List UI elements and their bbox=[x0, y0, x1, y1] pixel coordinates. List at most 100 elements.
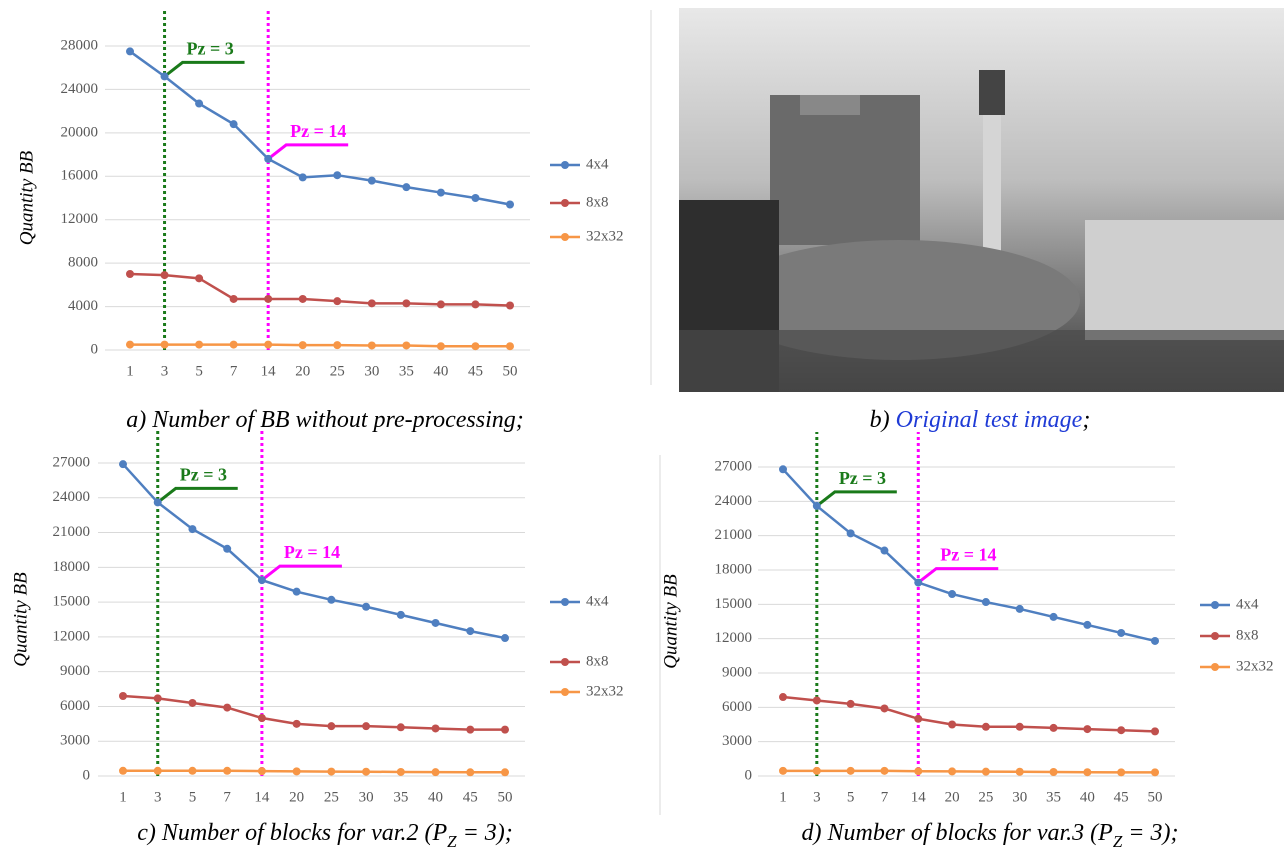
point bbox=[982, 598, 990, 606]
point bbox=[299, 295, 307, 303]
point bbox=[333, 297, 341, 305]
point bbox=[154, 767, 162, 775]
point bbox=[914, 767, 922, 775]
point bbox=[813, 767, 821, 775]
y-tick-label: 27000 bbox=[715, 458, 753, 474]
point bbox=[437, 189, 445, 197]
chart-caption: a) Number of BB without pre-processing; bbox=[126, 407, 524, 433]
point bbox=[1151, 637, 1159, 645]
y-tick-label: 0 bbox=[83, 767, 91, 783]
caption-suffix: ; bbox=[1082, 407, 1090, 433]
x-tick-label: 30 bbox=[359, 789, 374, 805]
legend-label: 32x32 bbox=[586, 228, 624, 244]
point bbox=[188, 525, 196, 533]
point bbox=[1117, 768, 1125, 776]
point bbox=[126, 270, 134, 278]
caption-prefix: b) bbox=[870, 407, 890, 433]
y-axis-label: Quantity BB bbox=[16, 150, 37, 245]
y-tick-label: 24000 bbox=[715, 493, 753, 509]
point bbox=[501, 726, 509, 734]
annotation-callout bbox=[268, 145, 348, 159]
y-tick-label: 12000 bbox=[53, 628, 91, 644]
y-tick-label: 21000 bbox=[715, 527, 753, 543]
x-tick-label: 35 bbox=[1046, 789, 1061, 805]
point bbox=[161, 271, 169, 279]
x-tick-label: 25 bbox=[324, 789, 339, 805]
caption-part: = 3); bbox=[457, 820, 513, 846]
x-tick-label: 25 bbox=[330, 363, 345, 379]
point bbox=[402, 183, 410, 191]
legend-marker bbox=[1211, 663, 1219, 671]
x-tick-label: 45 bbox=[1114, 789, 1129, 805]
point bbox=[327, 722, 335, 730]
point bbox=[1050, 724, 1058, 732]
point bbox=[1050, 613, 1058, 621]
caption-part: c) Number of blocks for var.2 (P bbox=[137, 820, 447, 846]
x-tick-label: 5 bbox=[195, 363, 203, 379]
annotation-label: Pz = 3 bbox=[839, 468, 886, 488]
point bbox=[1083, 725, 1091, 733]
point bbox=[119, 460, 127, 468]
point bbox=[880, 704, 888, 712]
x-tick-label: 50 bbox=[498, 789, 513, 805]
point bbox=[466, 726, 474, 734]
y-tick-label: 0 bbox=[91, 341, 99, 357]
point bbox=[264, 155, 272, 163]
y-tick-label: 24000 bbox=[53, 489, 91, 505]
x-tick-label: 1 bbox=[119, 789, 127, 805]
point bbox=[126, 47, 134, 55]
point bbox=[880, 547, 888, 555]
y-tick-label: 15000 bbox=[715, 596, 753, 612]
point bbox=[847, 767, 855, 775]
point bbox=[982, 723, 990, 731]
point bbox=[437, 300, 445, 308]
y-tick-label: 6000 bbox=[60, 698, 90, 714]
point bbox=[506, 201, 514, 209]
point bbox=[471, 194, 479, 202]
point bbox=[264, 295, 272, 303]
point bbox=[1151, 727, 1159, 735]
legend-label: 4x4 bbox=[586, 156, 609, 172]
y-tick-label: 12000 bbox=[61, 211, 99, 227]
point bbox=[188, 699, 196, 707]
legend-label: 8x8 bbox=[1236, 627, 1259, 643]
series-line bbox=[130, 345, 510, 347]
x-tick-label: 30 bbox=[364, 363, 379, 379]
point bbox=[368, 177, 376, 185]
annotation-callout bbox=[158, 488, 238, 502]
annotation-label: Pz = 14 bbox=[940, 545, 996, 565]
caption-part: a) Number of BB without pre-processing; bbox=[126, 407, 524, 433]
image-caption: b) Original test image; bbox=[870, 407, 1091, 433]
point bbox=[119, 692, 127, 700]
series-line bbox=[130, 274, 510, 305]
chart-caption: d) Number of blocks for var.3 (PZ = 3); bbox=[802, 820, 1179, 852]
x-tick-label: 3 bbox=[154, 789, 162, 805]
point bbox=[397, 768, 405, 776]
series-line bbox=[783, 697, 1155, 731]
point bbox=[362, 603, 370, 611]
figure: b) Original test image; 0400080001200016… bbox=[0, 0, 1284, 855]
x-tick-label: 40 bbox=[433, 363, 448, 379]
x-tick-label: 7 bbox=[881, 789, 889, 805]
point bbox=[466, 768, 474, 776]
x-tick-label: 25 bbox=[978, 789, 993, 805]
legend-label: 4x4 bbox=[586, 593, 609, 609]
caption-link[interactable]: Original test image bbox=[896, 407, 1083, 433]
y-tick-label: 16000 bbox=[61, 168, 99, 184]
point bbox=[333, 341, 341, 349]
y-tick-label: 3000 bbox=[722, 733, 752, 749]
x-tick-label: 40 bbox=[1080, 789, 1095, 805]
point bbox=[1016, 605, 1024, 613]
legend-label: 4x4 bbox=[1236, 596, 1259, 612]
point bbox=[914, 715, 922, 723]
annotation-label: Pz = 3 bbox=[180, 465, 227, 485]
y-tick-label: 12000 bbox=[715, 630, 753, 646]
x-tick-label: 1 bbox=[779, 789, 787, 805]
point bbox=[368, 299, 376, 307]
point bbox=[506, 342, 514, 350]
x-tick-label: 35 bbox=[393, 789, 408, 805]
point bbox=[779, 465, 787, 473]
y-tick-label: 15000 bbox=[53, 594, 91, 610]
y-tick-label: 9000 bbox=[60, 663, 90, 679]
point bbox=[293, 767, 301, 775]
